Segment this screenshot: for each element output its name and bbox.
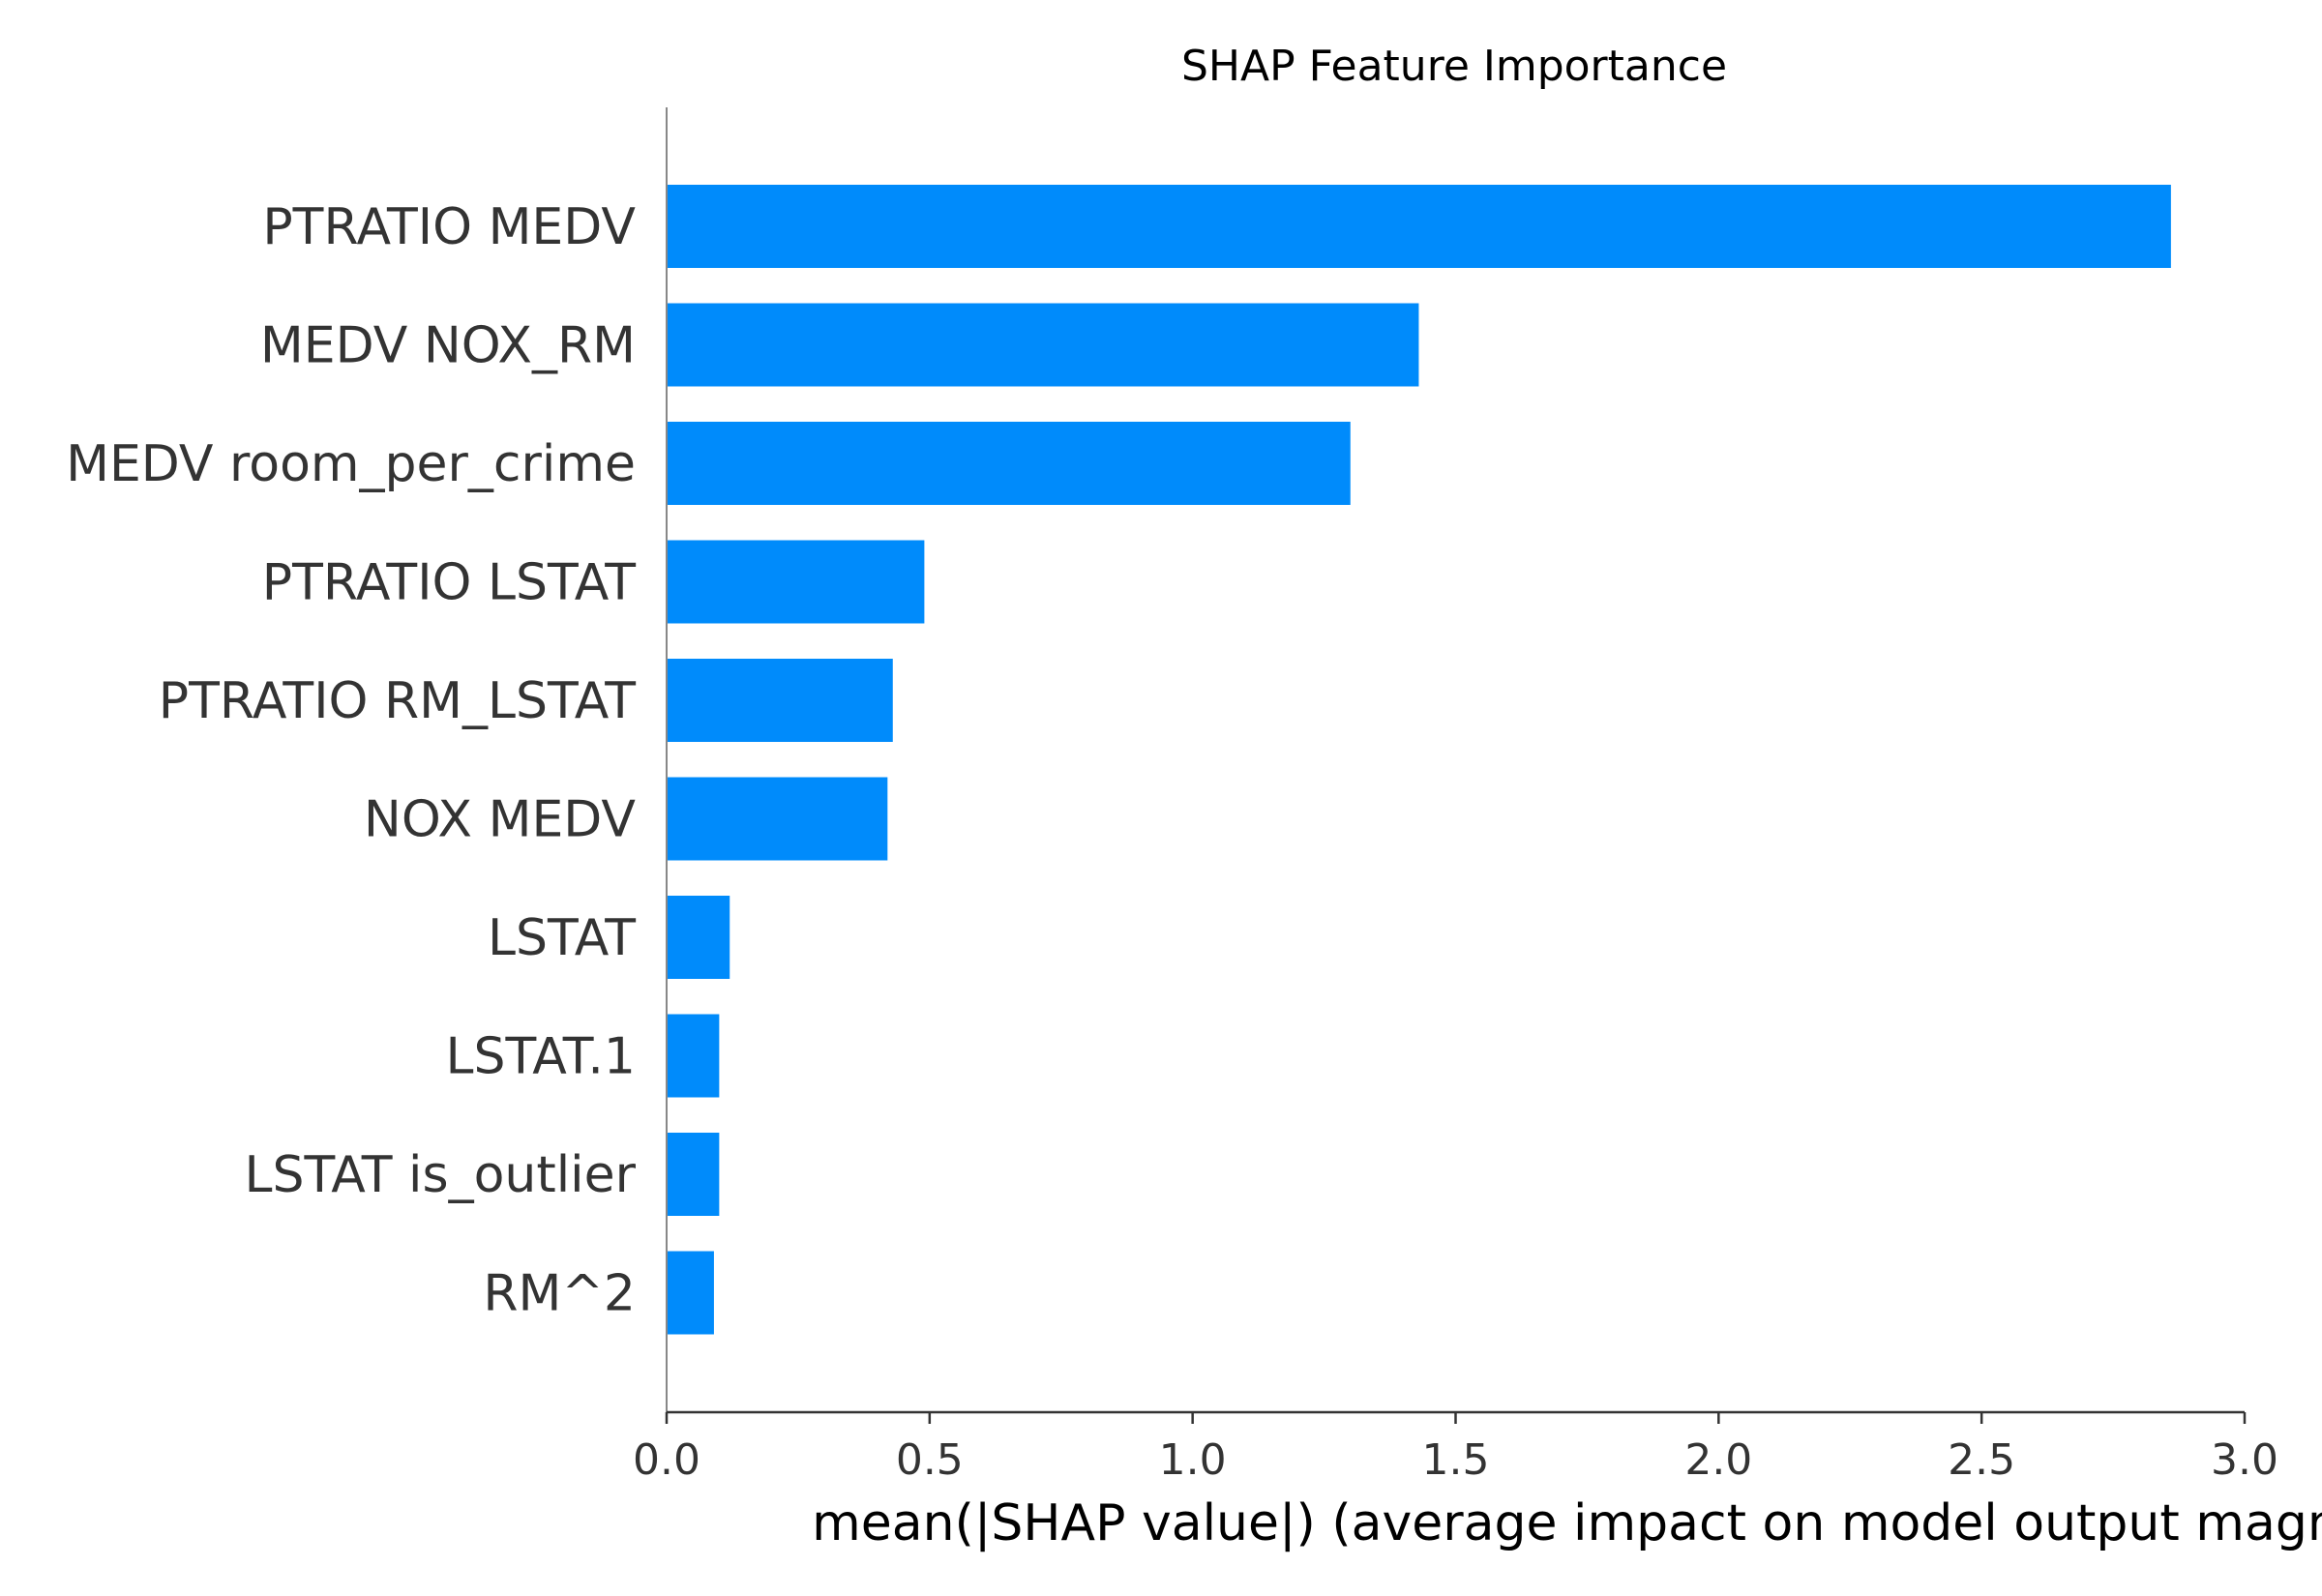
x-tick-label-5: 2.5: [1948, 1435, 2015, 1485]
x-tick-label-6: 3.0: [2211, 1435, 2278, 1485]
category-label-5: NOX MEDV: [364, 791, 637, 849]
bar-6: [667, 896, 730, 979]
bar-0: [667, 185, 2171, 268]
bar-7: [667, 1014, 720, 1098]
category-label-3: PTRATIO LSTAT: [262, 554, 636, 612]
bar-5: [667, 777, 888, 861]
x-tick-label-1: 0.5: [896, 1435, 964, 1485]
bar-3: [667, 540, 925, 624]
x-tick-label-0: 0.0: [633, 1435, 700, 1485]
category-label-6: LSTAT: [488, 909, 636, 967]
category-label-9: RM^2: [483, 1265, 636, 1323]
bar-4: [667, 659, 893, 742]
x-tick-label-4: 2.0: [1684, 1435, 1752, 1485]
x-tick-label-2: 1.0: [1159, 1435, 1227, 1485]
category-label-2: MEDV room_per_crime: [66, 435, 636, 493]
category-label-0: PTRATIO MEDV: [262, 198, 636, 256]
bar-8: [667, 1133, 720, 1216]
category-label-1: MEDV NOX_RM: [260, 317, 636, 375]
bar-2: [667, 422, 1351, 505]
bars-group: [667, 185, 2171, 1335]
category-label-4: PTRATIO RM_LSTAT: [159, 672, 636, 730]
category-label-8: LSTAT is_outlier: [245, 1146, 637, 1204]
category-labels-group: PTRATIO MEDV MEDV NOX_RM MEDV room_per_cri…: [66, 198, 637, 1323]
category-label-7: LSTAT.1: [446, 1028, 636, 1086]
x-ticks-group: 0.0 0.5 1.0 1.5 2.0 2.5 3.0: [633, 1412, 2278, 1485]
x-tick-label-3: 1.5: [1422, 1435, 1490, 1485]
bar-9: [667, 1251, 714, 1335]
bar-1: [667, 303, 1419, 387]
x-axis-label: mean(|SHAP value|) (average impact on mo…: [812, 1494, 2322, 1552]
chart-title: SHAP Feature Importance: [1181, 42, 1727, 91]
